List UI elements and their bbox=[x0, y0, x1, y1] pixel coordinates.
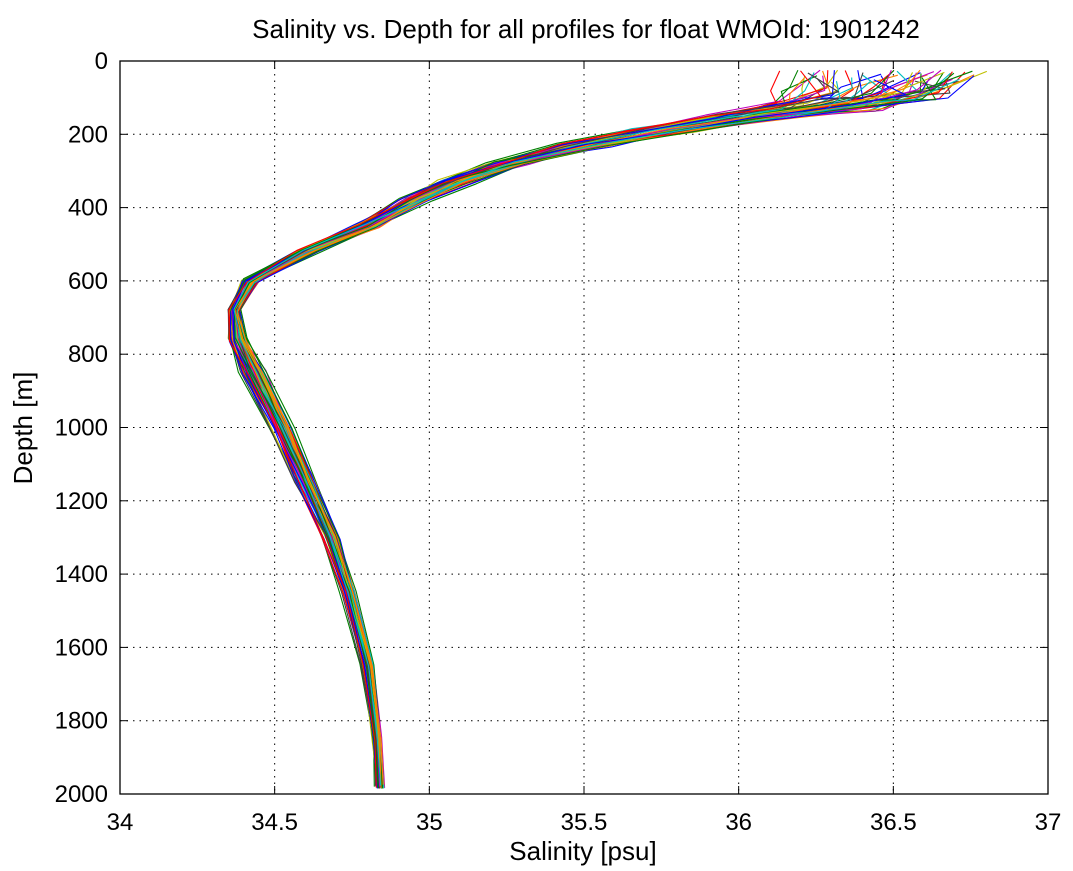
x-axis-label: Salinity [psu] bbox=[509, 836, 656, 866]
y-tick-label: 2000 bbox=[55, 781, 108, 808]
y-tick-label: 1200 bbox=[55, 488, 108, 515]
y-tick-label: 1600 bbox=[55, 634, 108, 661]
y-tick-label: 0 bbox=[95, 48, 108, 75]
x-tick-label: 35 bbox=[416, 809, 443, 836]
axis-ticks: 34 34.5 35 35.5 36 36.5 37 0 200 400 600 800 1000 120… bbox=[55, 48, 1062, 836]
profile-line bbox=[233, 78, 960, 786]
y-axis-label: Depth [m] bbox=[8, 372, 38, 485]
x-tick-label: 35.5 bbox=[561, 809, 608, 836]
profile-line bbox=[232, 79, 907, 788]
x-tick-label: 34.5 bbox=[251, 809, 298, 836]
y-tick-label: 1800 bbox=[55, 708, 108, 735]
y-tick-label: 1400 bbox=[55, 561, 108, 588]
x-tick-label: 36.5 bbox=[870, 809, 917, 836]
x-tick-label: 34 bbox=[107, 809, 134, 836]
profile-line bbox=[228, 70, 821, 788]
chart-title: Salinity vs. Depth for all profiles for … bbox=[252, 14, 920, 44]
y-tick-label: 800 bbox=[68, 341, 108, 368]
profile-series bbox=[227, 69, 988, 789]
profile-line bbox=[230, 77, 937, 787]
x-tick-label: 36 bbox=[725, 809, 752, 836]
profile-line bbox=[234, 69, 921, 787]
y-tick-label: 600 bbox=[68, 268, 108, 295]
y-tick-label: 200 bbox=[68, 121, 108, 148]
x-tick-label: 37 bbox=[1035, 809, 1062, 836]
y-tick-label: 400 bbox=[68, 195, 108, 222]
y-tick-label: 1000 bbox=[55, 415, 108, 442]
